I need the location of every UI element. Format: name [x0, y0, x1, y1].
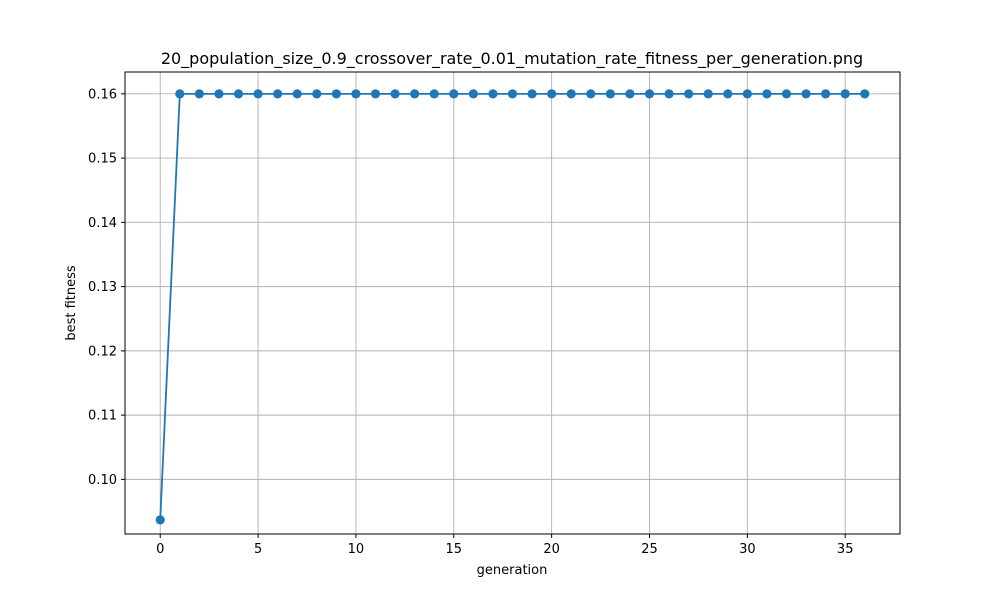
y-tick-label: 0.12 — [88, 344, 117, 359]
data-point — [233, 89, 244, 99]
data-point — [175, 89, 185, 99]
y-tick-label: 0.10 — [88, 473, 117, 488]
data-point — [370, 89, 381, 99]
data-point — [860, 89, 870, 99]
y-tick-label: 0.14 — [88, 216, 117, 231]
data-point — [351, 89, 361, 99]
data-point — [410, 89, 420, 99]
data-point — [801, 89, 811, 99]
data-point — [331, 89, 341, 99]
data-point — [429, 89, 439, 99]
data-point — [214, 89, 224, 99]
grid-layer — [125, 72, 900, 534]
data-point — [273, 89, 283, 99]
plot-frame — [124, 71, 901, 535]
data-point — [723, 89, 733, 99]
data-point — [644, 89, 655, 99]
data-point — [390, 89, 400, 99]
data-point — [684, 89, 694, 99]
data-point — [292, 89, 302, 99]
data-point — [449, 89, 459, 99]
x-axis-label: generation — [477, 563, 548, 578]
x-tick-label: 35 — [837, 542, 854, 557]
x-tick-label: 5 — [254, 542, 262, 557]
y-tick-label: 0.11 — [88, 409, 117, 424]
x-tick-label: 25 — [641, 542, 658, 557]
data-point — [507, 89, 518, 99]
data-point — [605, 89, 615, 99]
y-tick-label: 0.13 — [88, 280, 117, 295]
data-point — [488, 89, 498, 99]
x-tick-label: 0 — [156, 542, 164, 557]
data-point — [547, 89, 557, 99]
data-point — [566, 89, 576, 99]
data-point — [586, 89, 596, 99]
data-point — [194, 89, 204, 99]
data-point — [703, 89, 713, 99]
x-tick-label: 20 — [543, 542, 560, 557]
y-axis-label: best fitness — [64, 265, 79, 341]
data-point — [762, 89, 772, 99]
data-point — [664, 89, 674, 99]
x-tick-label: 15 — [446, 542, 463, 557]
data-point — [742, 89, 752, 99]
chart-title: 20_population_size_0.9_crossover_rate_0.… — [161, 49, 863, 69]
series-layer — [155, 89, 870, 525]
data-point — [625, 89, 635, 99]
data-point — [253, 89, 263, 99]
y-tick-label: 0.16 — [88, 87, 117, 102]
data-point — [821, 89, 831, 99]
x-tick-label: 10 — [348, 542, 365, 557]
data-point — [527, 89, 537, 99]
x-tick-label: 30 — [739, 542, 756, 557]
y-tick-label: 0.15 — [88, 152, 117, 167]
data-point — [781, 89, 792, 99]
data-point — [155, 515, 165, 525]
data-point — [840, 89, 850, 99]
data-point — [468, 89, 478, 99]
tick-layer: 0 5 10 15 20 25 30 35 0.10 0.11 0.12 0.13 0.14 0.15 0.… — [88, 87, 853, 557]
data-point — [312, 89, 322, 99]
